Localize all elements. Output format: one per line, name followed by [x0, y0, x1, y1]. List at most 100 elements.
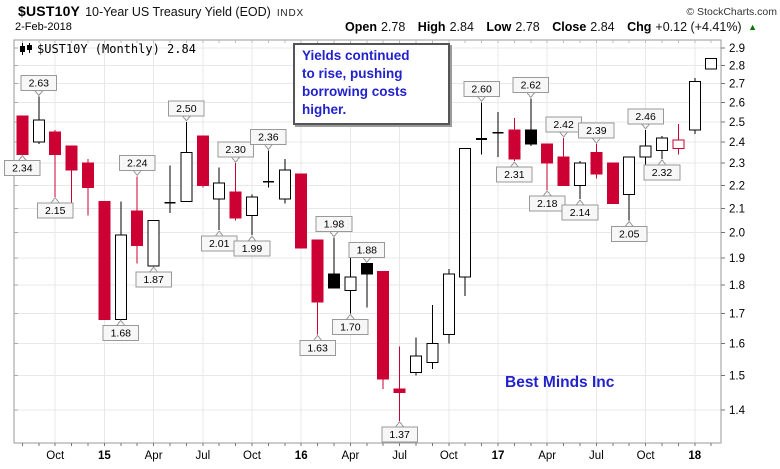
svg-text:2.34: 2.34 — [12, 163, 33, 175]
y-tick-label: 1.9 — [729, 253, 745, 265]
candle-aug-2014 — [16, 115, 29, 156]
candle-jul-2016 — [393, 346, 406, 421]
candle-feb-2018 — [705, 57, 718, 70]
candle-mar-2017 — [524, 98, 537, 147]
svg-text:2.31: 2.31 — [504, 169, 525, 181]
chg-label: Chg — [627, 20, 652, 34]
x-tick-label: 16 — [295, 450, 308, 462]
svg-text:1.70: 1.70 — [340, 321, 361, 333]
annotation-note: Yields continued to rise, pushing borrow… — [293, 43, 450, 125]
x-tick-label: 15 — [98, 450, 111, 462]
candle-nov-2017 — [656, 135, 668, 159]
candle-dec-2017 — [672, 123, 685, 155]
candle-mar-2015 — [131, 176, 144, 264]
close-label: Close — [552, 20, 587, 34]
y-tick-label: 2.8 — [729, 60, 745, 72]
candle-dec-2014 — [82, 158, 94, 216]
x-tick-label: Oct — [46, 450, 65, 462]
svg-text:2.18: 2.18 — [537, 198, 558, 210]
price-callout: 2.42 — [545, 116, 582, 138]
x-tick-label: Jul — [195, 450, 210, 462]
price-callout: 1.98 — [315, 216, 353, 238]
candle-dec-2015 — [278, 158, 291, 204]
candles — [16, 57, 718, 421]
x-tick-label: Jul — [392, 450, 407, 462]
candle-jul-2015 — [196, 135, 209, 188]
svg-text:2.36: 2.36 — [258, 131, 279, 143]
callouts: 2.34 2.63 2.15 1.68 2.24 1.87 2.50 2.01 2.30 1.99… — [4, 75, 681, 443]
candle-oct-2017 — [639, 129, 652, 168]
candle-oct-2014 — [49, 129, 62, 197]
chart-legend: $UST10Y (Monthly) 2.84 — [19, 42, 196, 56]
candle-may-2016 — [360, 262, 373, 308]
price-callout: 2.32 — [643, 159, 681, 181]
y-tick-label: 2.1 — [729, 203, 745, 215]
svg-text:1.37: 1.37 — [389, 429, 410, 441]
candle-sep-2016 — [426, 304, 439, 370]
security-name: 10-Year US Treasury Yield (EOD) — [85, 5, 271, 19]
price-callout: 2.63 — [20, 75, 58, 97]
y-tick-label: 2.0 — [729, 228, 745, 240]
price-callout: 1.37 — [381, 420, 418, 443]
close-value: 2.84 — [590, 20, 615, 34]
price-callout: 1.63 — [299, 334, 336, 356]
candle-may-2015 — [164, 165, 176, 214]
candle-oct-2015 — [246, 194, 258, 236]
y-tick-label: 1.7 — [729, 308, 745, 320]
chg-value: +0.12 (+4.41%) — [655, 20, 742, 34]
candle-nov-2015 — [262, 150, 274, 188]
candle-jan-2016 — [295, 173, 308, 249]
high-value: 2.84 — [449, 20, 474, 34]
x-tick-label: 18 — [688, 450, 701, 462]
svg-text:2.63: 2.63 — [29, 78, 50, 90]
svg-text:2.01: 2.01 — [209, 238, 230, 250]
y-tick-label: 2.7 — [729, 79, 745, 91]
candle-jun-2016 — [377, 270, 390, 390]
svg-text:2.30: 2.30 — [225, 144, 246, 156]
svg-text:2.62: 2.62 — [521, 79, 542, 91]
axes: 2.9 2.8 2.7 2.6 2.5 2.4 2.3 2.2 2.1 2.0 1.9 1.8 1.7 1… — [13, 39, 746, 462]
svg-text:1.63: 1.63 — [307, 342, 328, 354]
price-callout: 2.24 — [118, 154, 156, 177]
price-callout: 2.60 — [463, 80, 500, 103]
low-value: 2.78 — [515, 20, 540, 34]
price-callout: 1.70 — [332, 313, 369, 335]
x-tick-label: Apr — [341, 450, 359, 462]
y-tick-label: 2.6 — [729, 97, 745, 109]
svg-text:2.32: 2.32 — [652, 167, 673, 179]
candle-nov-2016 — [459, 147, 472, 297]
y-tick-label: 1.5 — [729, 371, 745, 383]
exchange-label: INDX — [276, 8, 304, 19]
candle-sep-2017 — [623, 156, 636, 221]
candle-oct-2016 — [442, 268, 455, 344]
symbol-label: $UST10Y — [18, 3, 81, 19]
price-callout: 1.88 — [348, 241, 386, 264]
price-callout: 1.68 — [102, 319, 140, 341]
y-tick-label: 2.5 — [729, 117, 745, 129]
y-tick-label: 2.4 — [729, 137, 746, 149]
price-callout: 2.46 — [627, 108, 664, 130]
candle-jan-2015 — [98, 200, 111, 320]
svg-text:1.87: 1.87 — [143, 274, 164, 286]
svg-text:2.24: 2.24 — [127, 157, 148, 169]
y-tick-label: 2.3 — [729, 158, 745, 170]
svg-text:2.05: 2.05 — [619, 228, 640, 240]
y-tick-label: 1.4 — [729, 405, 746, 417]
candle-feb-2017 — [508, 117, 521, 162]
svg-text:2.15: 2.15 — [45, 205, 66, 217]
y-tick-label: 1.8 — [729, 280, 745, 292]
price-callout: 2.15 — [36, 196, 74, 219]
low-label: Low — [486, 20, 512, 34]
quote-date: 2-Feb-2018 — [15, 21, 72, 33]
candle-nov-2014 — [65, 145, 78, 214]
up-triangle-icon: ▲ — [748, 22, 757, 32]
svg-text:1.88: 1.88 — [357, 244, 378, 256]
price-callout: 2.36 — [250, 128, 287, 151]
price-callout: 2.34 — [4, 154, 41, 177]
candlestick-style-icon — [20, 43, 32, 55]
candle-sep-2015 — [229, 163, 242, 221]
x-tick-label: Oct — [440, 450, 459, 462]
y-tick-label: 2.9 — [729, 43, 745, 55]
